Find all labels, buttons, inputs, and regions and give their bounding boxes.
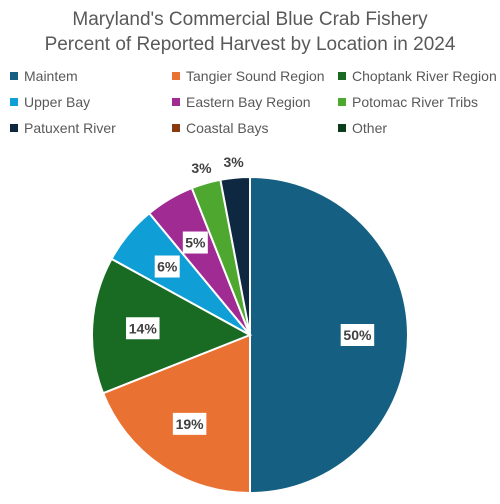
data-label: 6%: [157, 259, 178, 275]
data-label: 5%: [185, 235, 206, 251]
pie-slice: [249, 175, 409, 495]
legend-swatch: [338, 98, 346, 106]
legend-label: Upper Bay: [24, 94, 91, 110]
data-label-box: [182, 231, 208, 254]
legend-label: Tangier Sound Region: [186, 68, 325, 84]
legend-swatch: [10, 98, 18, 106]
legend-item: Other: [338, 120, 387, 136]
legend-label: Other: [352, 120, 388, 136]
legend-label: Potomac River Tribs: [352, 94, 479, 110]
data-label-box: [172, 412, 207, 435]
legend-item: Choptank River Region: [338, 68, 497, 84]
data-label: 14%: [129, 320, 158, 336]
legend-item: Potomac River Tribs: [338, 94, 478, 110]
chart-title-line1: Maryland's Commercial Blue Crab Fishery: [72, 9, 428, 30]
chart-title-line2: Percent of Reported Harvest by Location …: [44, 34, 456, 55]
legend-swatch: [338, 124, 346, 132]
data-label-box: [126, 317, 160, 340]
data-label: 3%: [191, 160, 212, 176]
legend-item: Upper Bay: [10, 94, 90, 110]
legend-item: Eastern Bay Region: [172, 94, 311, 110]
legend-label: Patuxent River: [24, 120, 116, 136]
legend-swatch: [172, 72, 180, 80]
legend-label: Coastal Bays: [186, 120, 269, 136]
legend-item: Tangier Sound Region: [172, 68, 325, 84]
legend-label: Eastern Bay Region: [186, 94, 311, 110]
pie-slice: [219, 175, 251, 336]
legend-swatch: [338, 72, 346, 80]
legend-swatch: [10, 124, 18, 132]
data-label: 3%: [224, 154, 245, 170]
legend-swatch: [10, 72, 18, 80]
chart-legend: Maintem Tangier Sound Region Choptank Rive…: [0, 68, 500, 140]
legend-item: Patuxent River: [10, 120, 116, 136]
legend-label: Choptank River Region: [352, 68, 497, 84]
pie-slice: [91, 257, 253, 395]
data-label-box: [340, 324, 375, 346]
data-label: 50%: [343, 327, 372, 343]
legend-swatch: [172, 124, 180, 132]
legend-label: Maintem: [24, 68, 78, 84]
data-label: 19%: [176, 416, 205, 432]
legend-item: Maintem: [10, 68, 78, 84]
data-label-box: [154, 255, 180, 278]
legend-item: Coastal Bays: [172, 120, 268, 136]
legend-swatch: [172, 98, 180, 106]
